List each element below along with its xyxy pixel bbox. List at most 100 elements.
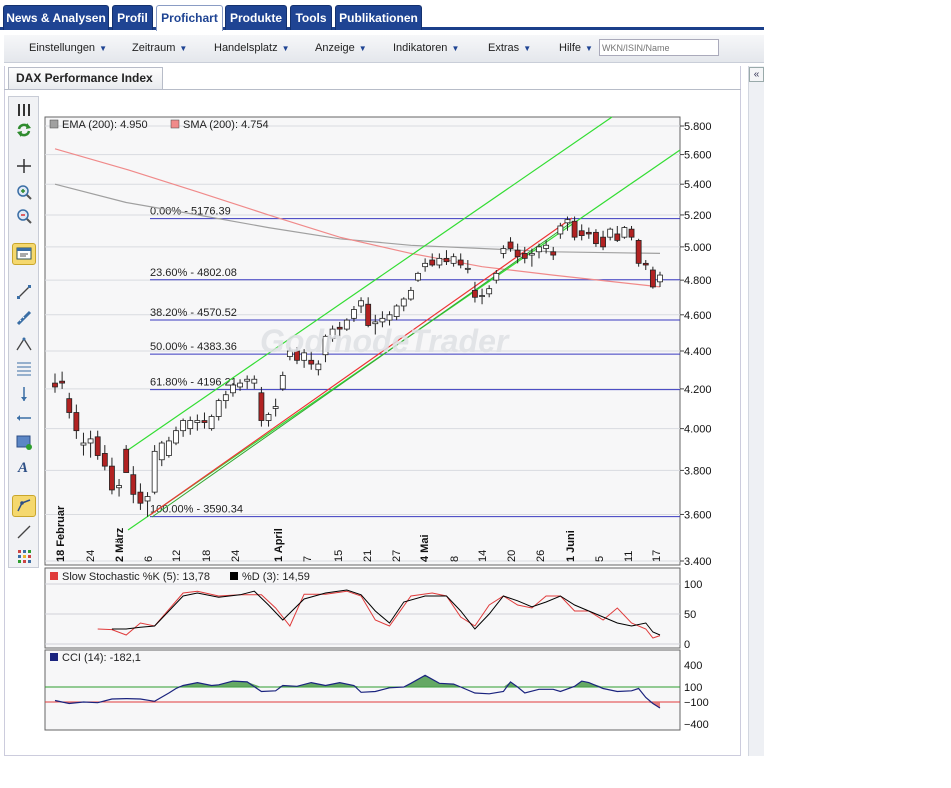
menu-einstellungen[interactable]: Einstellungen ▼ — [29, 42, 107, 54]
candle — [80, 432, 87, 456]
window-icon[interactable] — [12, 243, 36, 265]
candle — [351, 305, 357, 322]
candle — [407, 286, 414, 301]
rectangle-icon[interactable] — [12, 431, 36, 453]
candle-up — [180, 420, 187, 432]
candle — [578, 224, 585, 241]
sma-legend-swatch — [170, 119, 180, 129]
menu-handelsplatz[interactable]: Handelsplatz ▼ — [214, 42, 290, 54]
trend-channel-lines — [127, 116, 681, 531]
candle — [173, 426, 179, 446]
fibonacci-icon[interactable] — [12, 357, 36, 379]
candle-up — [536, 246, 542, 253]
stoch-k-legend-swatch — [50, 572, 58, 580]
menu-label: Handelsplatz — [214, 42, 278, 54]
refresh-icon[interactable] — [12, 119, 36, 141]
candle-down — [521, 253, 528, 259]
candle-down — [123, 448, 130, 473]
tab-profil[interactable]: Profil — [112, 5, 153, 30]
zoom-in-icon[interactable] — [12, 181, 36, 203]
candle-down — [52, 382, 58, 388]
date-tick-label: 15 — [333, 550, 345, 562]
candle-down — [258, 392, 265, 421]
cci-tick-label: −100 — [684, 697, 709, 709]
menu-hilfe[interactable]: Hilfe ▼ — [559, 42, 593, 54]
candle — [500, 245, 507, 259]
tab-produkte[interactable]: Produkte — [225, 5, 287, 30]
date-tick-label: 5 — [594, 556, 606, 562]
menu-extras[interactable]: Extras ▼ — [488, 42, 531, 54]
candle-up — [657, 274, 663, 283]
candle — [329, 325, 336, 342]
candle-down — [457, 259, 464, 266]
candle-up — [464, 267, 471, 270]
horizontal-line-icon[interactable] — [12, 407, 36, 429]
candle-up — [272, 406, 279, 409]
stochastic-plot-area — [44, 567, 681, 649]
candle — [308, 351, 315, 370]
candle-up — [343, 319, 350, 330]
candle-up — [158, 442, 165, 461]
crosshair-icon[interactable] — [12, 155, 36, 177]
candle-up — [265, 414, 272, 421]
candle — [528, 248, 535, 267]
tab-profichart[interactable]: Profichart — [156, 5, 223, 31]
trend-tool-icon[interactable] — [12, 495, 36, 517]
fibonacci-label: 0.00% - 5176.39 — [150, 206, 231, 218]
fibonacci-label: 50.00% - 4383.36 — [150, 341, 237, 353]
candle — [322, 334, 329, 363]
menu-label: Einstellungen — [29, 42, 96, 54]
caret-down-icon: ▼ — [281, 44, 290, 53]
candle — [393, 304, 400, 321]
tab-tools[interactable]: Tools — [290, 5, 332, 30]
price-tick-label: 3.600 — [684, 509, 712, 521]
candle — [315, 360, 322, 376]
vertical-line-icon[interactable] — [12, 383, 36, 405]
watermark-text: GodmodeTrader — [260, 323, 510, 359]
candle — [237, 379, 243, 391]
candle-up — [479, 295, 485, 297]
menu-zeitraum[interactable]: Zeitraum ▼ — [132, 42, 187, 54]
drawing-toolbar: A — [8, 96, 39, 568]
search-input[interactable] — [599, 39, 719, 56]
candle — [379, 311, 386, 328]
candle-up — [386, 314, 393, 321]
candle-up — [500, 248, 507, 254]
candle — [279, 371, 286, 391]
line-icon[interactable] — [12, 281, 36, 303]
stochastic-tick-label: 50 — [684, 609, 696, 621]
candle-up — [436, 257, 443, 266]
candle — [514, 243, 521, 264]
candle — [536, 243, 542, 259]
panel-tab-dax[interactable]: DAX Performance Index — [8, 67, 163, 89]
menu-indikatoren[interactable]: Indikatoren ▼ — [393, 42, 459, 54]
candle-up — [400, 298, 407, 307]
menu-anzeige[interactable]: Anzeige ▼ — [315, 42, 367, 54]
tab-news-analysen[interactable]: News & Analysen — [3, 5, 109, 30]
candle — [294, 347, 300, 365]
grid-icon[interactable] — [12, 545, 36, 567]
candle-up — [215, 400, 222, 417]
price-tick-label: 5.400 — [684, 179, 712, 191]
triangle-icon[interactable] — [12, 333, 36, 355]
candle — [158, 440, 165, 467]
candle-up — [322, 335, 329, 356]
candle — [436, 253, 443, 269]
ruler-icon[interactable] — [12, 307, 36, 329]
draw-line-icon[interactable] — [12, 521, 36, 543]
candle-up — [528, 253, 535, 256]
fibonacci-label: 23.60% - 4802.08 — [150, 267, 237, 279]
candle — [251, 375, 258, 389]
collapse-button[interactable]: « — [749, 67, 764, 82]
candle-up — [486, 288, 493, 295]
cci-line — [54, 674, 661, 709]
zoom-out-icon[interactable] — [12, 205, 36, 227]
stochastic-d-line — [111, 589, 661, 636]
grip-icon[interactable] — [12, 99, 36, 121]
tab-publikationen[interactable]: Publikationen — [335, 5, 422, 30]
text-icon[interactable]: A — [12, 455, 36, 477]
candle-down — [201, 420, 208, 423]
caret-down-icon: ▼ — [523, 44, 532, 53]
candle — [607, 227, 614, 241]
fibonacci-label: 61.80% - 4196.21 — [150, 377, 237, 389]
